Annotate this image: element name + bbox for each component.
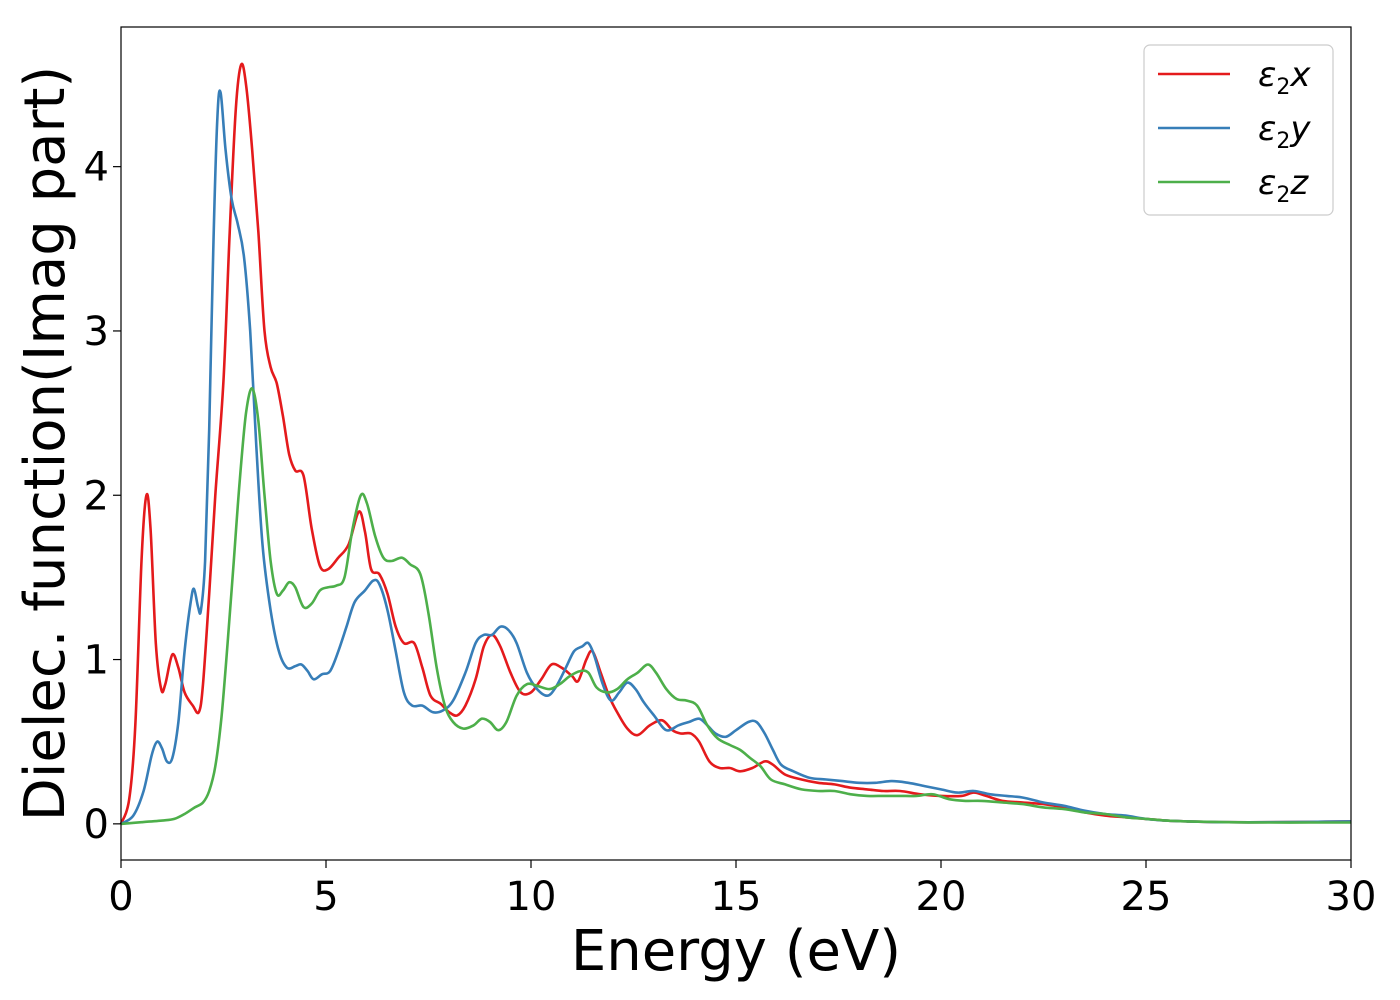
x-tick-label: 20 — [916, 874, 967, 920]
legend-symbol: ε — [1258, 109, 1276, 149]
y-tick-label: 1 — [84, 638, 109, 684]
x-tick-label: 30 — [1326, 874, 1377, 920]
legend-component: z — [1289, 163, 1309, 203]
y-axis-title: Dielec. function(Imag part) — [13, 66, 78, 822]
legend-component: x — [1289, 55, 1311, 95]
legend-box — [1143, 44, 1334, 216]
legend-symbol: ε — [1258, 55, 1276, 95]
plot-lines — [119, 62, 1352, 826]
x-tick-label: 10 — [506, 874, 557, 920]
legend-subscript: 2 — [1276, 129, 1290, 154]
x-tick-label: 15 — [711, 874, 762, 920]
x-axis: 0 5 10 15 20 25 30 — [108, 860, 1376, 920]
legend-component: y — [1289, 109, 1311, 149]
y-tick-label: 3 — [84, 309, 109, 355]
x-tick-label: 5 — [313, 874, 338, 920]
series-line-x — [119, 62, 1352, 825]
x-axis-title: Energy (eV) — [571, 919, 901, 984]
y-tick-label: 4 — [84, 145, 109, 191]
legend-label-z: ε2z — [1258, 163, 1309, 208]
x-tick-label: 25 — [1121, 874, 1172, 920]
y-tick-label: 2 — [84, 473, 109, 519]
x-tick-label: 0 — [108, 874, 133, 920]
legend-label-x: ε2x — [1258, 55, 1311, 100]
legend-symbol: ε — [1258, 163, 1276, 203]
series-line-y — [120, 89, 1352, 826]
series-line-z — [120, 387, 1351, 826]
legend-subscript: 2 — [1276, 75, 1290, 100]
legend-label-y: ε2y — [1258, 109, 1311, 154]
y-axis: 0 1 2 3 4 — [84, 145, 121, 848]
legend-subscript: 2 — [1276, 183, 1290, 208]
y-tick-label: 0 — [84, 802, 109, 848]
